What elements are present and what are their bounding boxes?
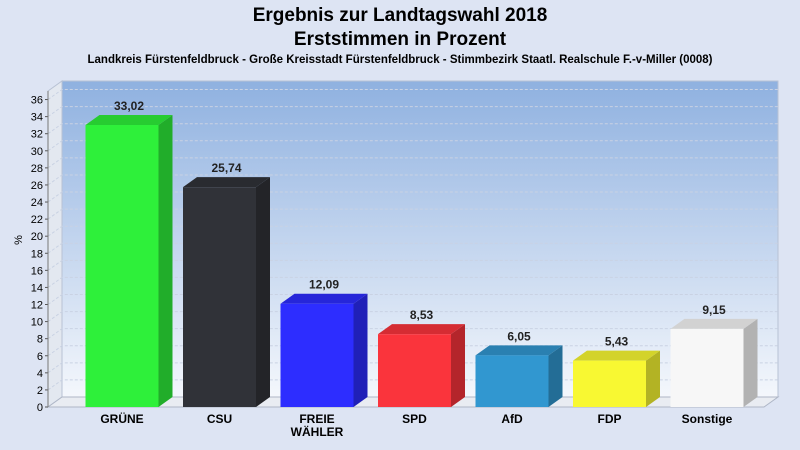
x-category-label: SPD xyxy=(402,412,427,426)
bar-2 xyxy=(280,293,368,407)
y-tick-label: 22 xyxy=(31,214,43,226)
bar-5 xyxy=(573,350,660,407)
gridline xyxy=(47,328,778,340)
bar-front xyxy=(475,355,549,407)
bar-value-label: 5,43 xyxy=(605,335,629,349)
bar-front xyxy=(280,303,354,407)
y-tick-label: 12 xyxy=(31,300,43,312)
y-tick-label: 34 xyxy=(31,112,43,124)
x-category-label: WÄHLER xyxy=(291,424,344,439)
bar-3 xyxy=(378,324,465,407)
y-tick-label: 26 xyxy=(31,180,43,192)
bar-front xyxy=(183,187,256,407)
bar-side xyxy=(256,177,270,407)
gridline xyxy=(47,362,778,374)
y-tick-label: 28 xyxy=(31,163,43,175)
gridline xyxy=(47,294,778,305)
bar-top xyxy=(183,177,270,188)
gridline xyxy=(47,242,778,254)
bar-0 xyxy=(85,114,173,408)
bar-top xyxy=(378,324,465,335)
bar-side xyxy=(743,318,758,407)
gridline xyxy=(47,259,778,271)
x-category-label: Sonstige xyxy=(682,412,733,426)
gridline xyxy=(47,157,778,169)
y-tick-label: 4 xyxy=(37,368,43,380)
chart-title-line2: Erststimmen in Prozent xyxy=(293,29,507,50)
bar-value-label: 6,05 xyxy=(507,329,531,343)
bar-value-label: 8,53 xyxy=(410,308,434,322)
gridline xyxy=(47,140,778,152)
gridline xyxy=(47,276,778,288)
gridline xyxy=(47,379,778,391)
gridline xyxy=(47,191,778,203)
bar-value-label: 25,74 xyxy=(211,161,241,175)
x-category-label: AfD xyxy=(501,412,523,426)
y-axis-label: % xyxy=(13,235,25,245)
y-tick-label: 8 xyxy=(37,334,43,346)
bar-side xyxy=(548,345,563,407)
chart-title-line1: Ergebnis zur Landtagswahl 2018 xyxy=(252,5,548,26)
plot-side-wall xyxy=(47,80,63,408)
x-category-label: GRÜNE xyxy=(100,411,143,426)
gridline xyxy=(47,174,778,186)
gridline xyxy=(47,89,778,100)
bar-front xyxy=(573,360,646,407)
bar-top xyxy=(85,114,173,125)
bar-front xyxy=(670,328,744,407)
bar-6 xyxy=(670,318,758,407)
gridline xyxy=(47,225,778,237)
bar-front xyxy=(378,334,451,407)
y-tick-label: 0 xyxy=(37,402,43,414)
bar-front xyxy=(85,124,159,408)
bar-side xyxy=(158,114,173,408)
bar-value-label: 12,09 xyxy=(309,278,339,292)
y-tick-label: 24 xyxy=(31,197,43,209)
bar-1 xyxy=(183,177,270,407)
y-tick-label: 36 xyxy=(31,95,43,107)
x-category-label: CSU xyxy=(207,412,232,426)
gridline xyxy=(47,345,778,357)
bar-top xyxy=(670,318,758,329)
bar-value-label: 33,02 xyxy=(114,99,144,113)
bar-top xyxy=(280,293,368,304)
bar-top xyxy=(475,345,563,356)
y-tick-label: 16 xyxy=(31,265,43,277)
y-tick-label: 14 xyxy=(31,282,43,294)
bar-side xyxy=(353,293,368,407)
x-category-label: FDP xyxy=(598,412,622,426)
bar-side xyxy=(646,350,660,407)
y-tick-label: 2 xyxy=(37,385,43,397)
x-category-label: FREIE xyxy=(299,412,334,426)
gridline xyxy=(47,311,778,323)
y-tick-label: 20 xyxy=(31,231,43,243)
bar-top xyxy=(573,350,660,361)
chart-subtitle: Landkreis Fürstenfeldbruck - Große Kreis… xyxy=(87,54,713,66)
y-tick-label: 32 xyxy=(31,129,43,141)
bar-4 xyxy=(475,345,563,407)
y-tick-label: 6 xyxy=(37,351,43,363)
bar-side xyxy=(451,324,465,407)
gridline xyxy=(47,208,778,220)
y-tick-label: 10 xyxy=(31,317,43,329)
gridline xyxy=(47,123,778,135)
y-tick-label: 18 xyxy=(31,248,43,260)
bar-value-label: 9,15 xyxy=(702,303,726,317)
y-tick-label: 30 xyxy=(31,146,43,158)
gridline xyxy=(47,106,778,118)
